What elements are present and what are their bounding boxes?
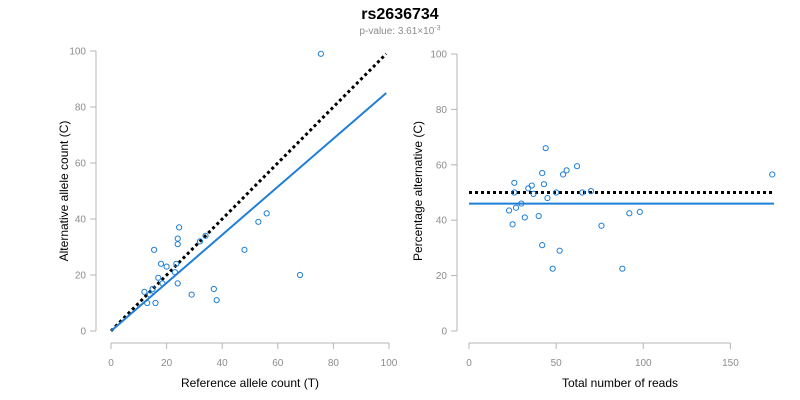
panel1-data-point: [196, 238, 204, 245]
panel1-data-point: [241, 246, 248, 253]
panel1-data-point: [141, 288, 148, 295]
panel2-data-point: [540, 181, 548, 188]
panel1-data-point: [174, 235, 181, 242]
panel2-y-tick-label: 0: [441, 327, 447, 338]
panel2-data-point: [535, 212, 542, 220]
panel2-data-point: [560, 171, 567, 178]
panel2-data-point: [521, 214, 528, 221]
panel1-data-point: [144, 299, 151, 307]
panel2-data-point: [579, 189, 586, 196]
panel2-data-point: [518, 200, 525, 207]
panel1-y-tick-label: 20: [75, 271, 87, 282]
page-subtitle: p-value: 3.61×10-3: [359, 25, 440, 37]
panel2-y-axis-label: Percentage alternative (C): [411, 121, 425, 261]
panel1-y-tick-label: 100: [69, 47, 86, 58]
panel2-x-tick-label: 150: [722, 358, 739, 369]
panel2-data-point: [511, 179, 518, 186]
panel2-x-tick-label: 100: [635, 358, 652, 369]
panel1-data-point: [176, 224, 183, 231]
panel1-data-point: [152, 299, 159, 307]
panel1-fit-line: [110, 92, 387, 332]
panel1-data-point: [173, 260, 180, 267]
panel2-data-point: [509, 221, 516, 228]
panel1-data-point: [317, 50, 324, 57]
panel1-data-point: [263, 210, 270, 217]
panel2-x-tick-label: 0: [466, 358, 472, 369]
panel1-y-tick-label: 60: [75, 159, 87, 170]
panel1-data-point: [157, 260, 165, 267]
panel1-x-tick-label: 80: [328, 358, 340, 369]
panel1-data-point: [163, 263, 170, 270]
panel2-data-point: [549, 265, 556, 272]
panel1-data-point: [149, 285, 156, 293]
panel2-data-point: [542, 145, 549, 152]
panel1-data-point: [171, 269, 179, 276]
panel1-x-tick-label: 0: [108, 358, 114, 369]
panel2-data-point: [769, 171, 776, 178]
panel2-y-tick-label: 20: [436, 271, 448, 282]
panel2-data-point: [505, 207, 513, 214]
panel1-data-point: [296, 271, 304, 279]
panel2-x-axis-label: Total number of reads: [562, 376, 678, 390]
panel2-data-point: [511, 189, 518, 196]
panel1-x-tick-label: 20: [161, 358, 173, 369]
panel1-x-axis-label: Reference allele count (T): [181, 376, 319, 390]
panel1-data-point: [155, 274, 162, 281]
panel1-data-point: [213, 297, 220, 304]
panel2-y-tick-label: 80: [436, 105, 448, 116]
panel2-y-tick-label: 60: [436, 160, 448, 171]
panel1-x-tick-label: 60: [272, 358, 284, 369]
panel2-data-point: [626, 210, 633, 217]
panel2-data-point: [539, 242, 546, 249]
panel1-data-point: [146, 291, 154, 298]
panel2-data-point: [556, 247, 563, 254]
panel1-x-tick-label: 100: [381, 358, 398, 369]
panel1-y-tick-label: 40: [75, 215, 87, 226]
panel2-data-point: [619, 265, 626, 272]
panel2-data-point: [512, 204, 520, 211]
panel2-y-tick-label: 100: [430, 50, 447, 61]
panel2-data-point: [544, 194, 551, 202]
panel2-data-point: [525, 185, 532, 192]
page-title: rs2636734: [361, 6, 439, 23]
panel2-data-point: [528, 182, 535, 189]
panel1-data-point: [174, 280, 181, 287]
panel1-data-point: [188, 291, 195, 298]
panel2-data-point: [587, 188, 595, 195]
panel1-data-point: [210, 285, 217, 293]
panel1-y-tick-label: 0: [80, 327, 86, 338]
subtitle-exponent: -3: [434, 25, 440, 32]
panel1-y-tick-label: 80: [75, 103, 87, 114]
panel2-data-point: [553, 189, 560, 196]
subtitle-text: p-value: 3.61×10: [359, 26, 434, 37]
panel2-data-point: [598, 222, 605, 229]
panel2-data-point: [563, 167, 570, 174]
panel2-data-point: [636, 208, 643, 215]
panel1-data-point: [255, 218, 262, 225]
panel1-y-axis-label: Alternative allele count (C): [57, 121, 71, 262]
panel2-data-point: [530, 190, 537, 197]
panel1-x-tick-label: 40: [217, 358, 229, 369]
panel1-data-point: [159, 280, 166, 287]
panel2-y-tick-label: 40: [436, 216, 448, 227]
panel1-data-point: [150, 246, 158, 253]
panel1-data-point: [202, 232, 209, 239]
panel1-reference-line: [109, 52, 388, 333]
panel2-x-tick-label: 50: [551, 358, 563, 369]
panel2-data-point: [539, 170, 546, 177]
panel1-data-point: [174, 241, 181, 248]
panel2-data-point: [573, 163, 581, 170]
